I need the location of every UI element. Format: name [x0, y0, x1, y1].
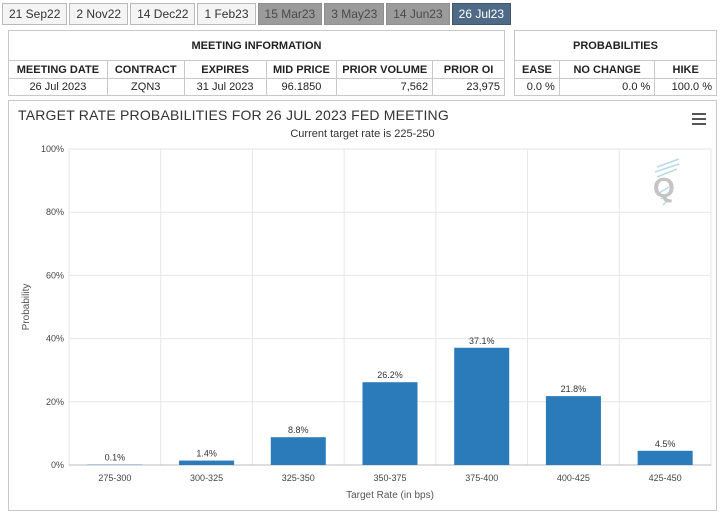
hike-value: 100.0 %: [654, 78, 717, 96]
bar: [545, 396, 601, 465]
prior-oi-value: 23,975: [432, 78, 505, 96]
bar: [454, 347, 510, 465]
x-tick-label: 325-350: [282, 473, 315, 483]
probabilities-table: PROBABILITIES EASE NO CHANGE HIKE 0.0 % …: [514, 30, 717, 96]
x-tick-label: 375-400: [465, 473, 498, 483]
tab-14-dec22[interactable]: 14 Dec22: [130, 3, 196, 25]
header-prior-volume: PRIOR VOLUME: [336, 60, 434, 79]
prior-volume-value: 7,562: [336, 78, 434, 96]
bar: [637, 450, 693, 465]
mid-price-value: 96.1850: [265, 78, 338, 96]
hamburger-menu-icon[interactable]: [692, 113, 706, 125]
bar-data-label: 8.8%: [288, 425, 309, 435]
tab-26-jul23[interactable]: 26 Jul23: [451, 3, 512, 25]
header-prior-oi: PRIOR OI: [432, 60, 505, 79]
tab-3-may23[interactable]: 3 May23: [324, 3, 385, 25]
y-tick-label: 80%: [46, 207, 64, 217]
expires-value: 31 Jul 2023: [183, 78, 267, 96]
probability-bar-chart: 0% 20% 40% 60% 80% 100% 0.1% 275-300 1.4% 300-325…: [21, 144, 712, 501]
y-tick-label: 100%: [41, 144, 64, 154]
tab-15-mar23[interactable]: 15 Mar23: [257, 3, 323, 25]
bar-data-label: 4.5%: [655, 439, 676, 449]
tab-1-feb23[interactable]: 1 Feb23: [197, 3, 256, 25]
header-mid-price: MID PRICE: [265, 60, 338, 79]
meeting-information-caption: MEETING INFORMATION: [8, 30, 505, 61]
header-expires: EXPIRES: [183, 60, 267, 79]
header-contract: CONTRACT: [106, 60, 185, 79]
x-tick-label: 275-300: [98, 473, 131, 483]
y-tick-label: 40%: [46, 334, 64, 344]
header-ease: EASE: [514, 60, 560, 79]
bar: [270, 437, 326, 465]
chart-subtitle: Current target rate is 225-250: [290, 128, 435, 140]
tab-21-sep22[interactable]: 21 Sep22: [2, 3, 68, 25]
header-hike: HIKE: [654, 60, 717, 79]
bar: [362, 382, 418, 465]
no-change-value: 0.0 %: [558, 78, 656, 96]
y-tick-label: 60%: [46, 270, 64, 280]
tab-2-nov22[interactable]: 2 Nov22: [69, 3, 129, 25]
header-meeting-date: MEETING DATE: [8, 60, 108, 79]
x-tick-label: 425-450: [649, 473, 682, 483]
quikstrike-q-logo-icon: Q: [653, 158, 680, 206]
y-tick-label: 0%: [51, 460, 64, 470]
chart-panel: 0% 20% 40% 60% 80% 100% 0.1% 275-300 1.4% 300-325…: [8, 100, 717, 511]
contract-value: ZQN3: [106, 78, 185, 96]
x-axis-title: Target Rate (in bps): [346, 490, 434, 501]
tab-14-jun23[interactable]: 14 Jun23: [386, 3, 450, 25]
meeting-date-value: 26 Jul 2023: [8, 78, 108, 96]
bar-data-label: 26.2%: [377, 370, 403, 380]
bar-data-label: 37.1%: [469, 336, 495, 346]
header-no-change: NO CHANGE: [558, 60, 656, 79]
chart-title: TARGET RATE PROBABILITIES FOR 26 JUL 202…: [18, 107, 449, 123]
meeting-tabs: 21 Sep22 2 Nov22 14 Dec22 1 Feb23 15 Mar23 3 …: [2, 3, 512, 25]
x-tick-label: 300-325: [190, 473, 223, 483]
meeting-information-table: MEETING INFORMATION MEETING DATE CONTRAC…: [8, 30, 505, 96]
y-axis-title: Probability: [21, 284, 32, 331]
probabilities-caption: PROBABILITIES: [514, 30, 717, 61]
bar-data-label: 0.1%: [105, 453, 126, 463]
y-tick-label: 20%: [46, 397, 64, 407]
x-tick-label: 350-375: [373, 473, 406, 483]
ease-value: 0.0 %: [514, 78, 560, 96]
svg-text:Q: Q: [653, 172, 675, 203]
bar: [179, 460, 235, 465]
bar-data-label: 1.4%: [196, 449, 217, 459]
bar-data-label: 21.8%: [561, 384, 587, 394]
x-tick-label: 400-425: [557, 473, 590, 483]
